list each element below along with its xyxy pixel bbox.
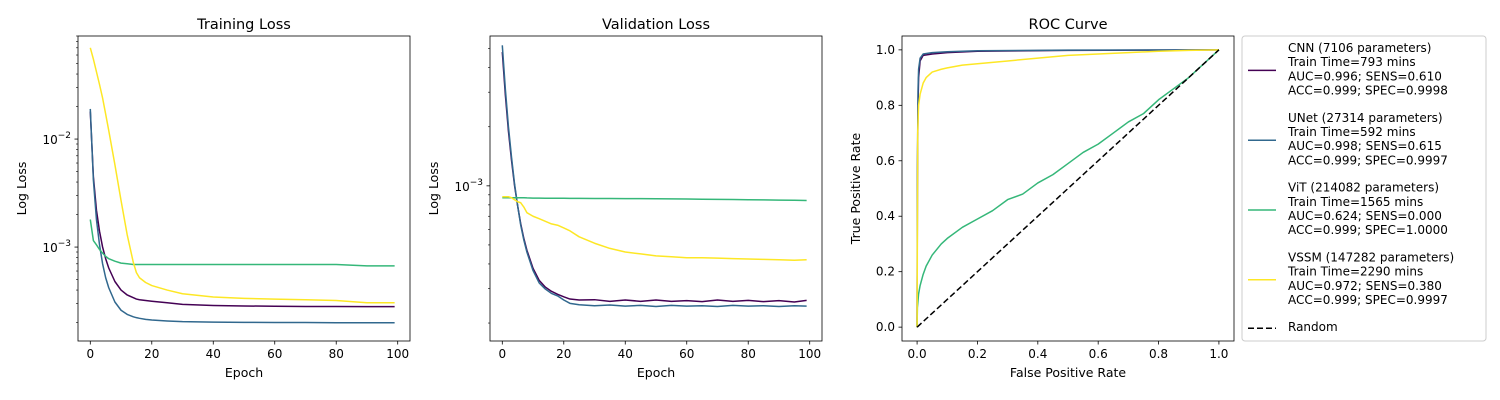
legend-entry-unet: UNet (27314 parameters)Train Time=592 mi…	[1248, 111, 1448, 167]
chart-title: Training Loss	[196, 17, 291, 33]
x-axis-label: Epoch	[225, 365, 263, 380]
x-tick-label: 0.4	[1028, 347, 1047, 361]
x-tick-label: 40	[618, 347, 633, 361]
x-tick-label: 80	[329, 347, 344, 361]
y-tick-label: 0.4	[876, 209, 895, 223]
series-line-vit	[89, 219, 395, 267]
y-tick-label: 10−3	[42, 239, 71, 255]
legend-text: ViT (214082 parameters)	[1288, 181, 1439, 195]
axes-frame	[901, 35, 1235, 342]
y-tick-label: 0.0	[876, 320, 895, 334]
legend-text: ACC=0.999; SPEC=0.9998	[1288, 84, 1448, 98]
legend-entry-vit: ViT (214082 parameters)Train Time=1565 m…	[1248, 181, 1448, 237]
legend-text: Train Time=2290 mins	[1287, 265, 1423, 279]
axes-frame	[77, 35, 411, 342]
x-tick-label: 40	[206, 347, 221, 361]
x-tick-label: 20	[144, 347, 159, 361]
x-tick-label: 0.2	[968, 347, 987, 361]
series-group	[916, 49, 1220, 328]
legend-entry-random: Random	[1248, 320, 1338, 334]
y-axis-label: Log Loss	[14, 162, 29, 216]
x-tick-label: 0	[86, 347, 94, 361]
x-tick-label: 80	[741, 347, 756, 361]
x-tick-label: 0	[498, 347, 506, 361]
series-line-cnn	[89, 111, 395, 308]
y-tick-label: 0.8	[876, 98, 895, 112]
series-line-vssm	[916, 49, 1219, 328]
x-tick-label: 0.6	[1089, 347, 1108, 361]
x-tick-label: 100	[386, 347, 409, 361]
legend-text: CNN (7106 parameters)	[1288, 41, 1431, 55]
legend-text: Random	[1288, 320, 1338, 334]
series-group	[89, 47, 395, 324]
y-tick-label: 0.6	[876, 154, 895, 168]
x-tick-label: 0.8	[1149, 347, 1168, 361]
legend-text: VSSM (147282 parameters)	[1288, 250, 1454, 264]
legend-text: ACC=0.999; SPEC=0.9997	[1288, 153, 1448, 167]
series-line-unet	[89, 108, 395, 324]
legend-text: AUC=0.624; SENS=0.000	[1288, 209, 1442, 223]
x-tick-label: 60	[679, 347, 694, 361]
series-line-vit	[502, 196, 807, 202]
y-tick-label: 0.2	[876, 265, 895, 279]
x-axis-label: False Positive Rate	[1010, 365, 1126, 380]
chart-3: 0.0 0.2 0.4 0.6 0.8 1.0 0.0 0.2 0.4 0.6 0.8 1.0 ROC …	[848, 17, 1235, 380]
legend-text: ACC=0.999; SPEC=0.9997	[1288, 293, 1448, 307]
x-tick-label: 0.0	[908, 347, 927, 361]
series-group	[501, 45, 807, 308]
legend-text: AUC=0.972; SENS=0.380	[1288, 279, 1442, 293]
x-tick-label: 60	[267, 347, 282, 361]
legend-entry-vssm: VSSM (147282 parameters)Train Time=2290 …	[1248, 250, 1454, 307]
chart-2: 0 20 40 60 80 100 10−3 Validation Loss Epoch Log …	[426, 17, 823, 380]
legend-text: ACC=0.999; SPEC=1.0000	[1288, 223, 1448, 237]
legend-text: AUC=0.998; SENS=0.615	[1288, 139, 1442, 153]
y-tick-label: 10−2	[42, 131, 71, 147]
legend-frame	[1241, 35, 1487, 342]
legend: CNN (7106 parameters)Train Time=793 mins…	[1241, 35, 1487, 342]
chart-title: ROC Curve	[1029, 17, 1108, 33]
legend-entry-cnn: CNN (7106 parameters)Train Time=793 mins…	[1248, 41, 1448, 98]
chart-title: Validation Loss	[602, 17, 710, 33]
x-tick-label: 1.0	[1209, 347, 1228, 361]
y-axis-label: Log Loss	[426, 162, 441, 216]
y-tick-label: 10−3	[454, 178, 483, 194]
legend-text: AUC=0.996; SENS=0.610	[1288, 69, 1442, 83]
y-axis-label: True Positive Rate	[848, 133, 863, 246]
legend-text: Train Time=1565 mins	[1287, 195, 1423, 209]
series-line-vssm	[502, 195, 807, 261]
x-axis-label: Epoch	[637, 365, 675, 380]
legend-text: Train Time=592 mins	[1287, 125, 1416, 139]
series-line-vit	[916, 49, 1220, 328]
legend-text: UNet (27314 parameters)	[1288, 111, 1443, 125]
chart-1: 0 20 40 60 80 100 10−2 10−3 Training Loss Epoch Lo…	[14, 17, 411, 380]
series-line-random	[916, 49, 1220, 328]
axes-frame	[489, 35, 823, 342]
series-line-vssm	[89, 47, 395, 304]
series-line-unet	[501, 45, 807, 308]
y-tick-label: 1.0	[876, 43, 895, 57]
x-tick-label: 100	[798, 347, 821, 361]
legend-text: Train Time=793 mins	[1287, 55, 1416, 69]
x-tick-label: 20	[556, 347, 571, 361]
plots-layer: 0 20 40 60 80 100 10−2 10−3 Training Loss Epoch Lo…	[14, 17, 1235, 380]
